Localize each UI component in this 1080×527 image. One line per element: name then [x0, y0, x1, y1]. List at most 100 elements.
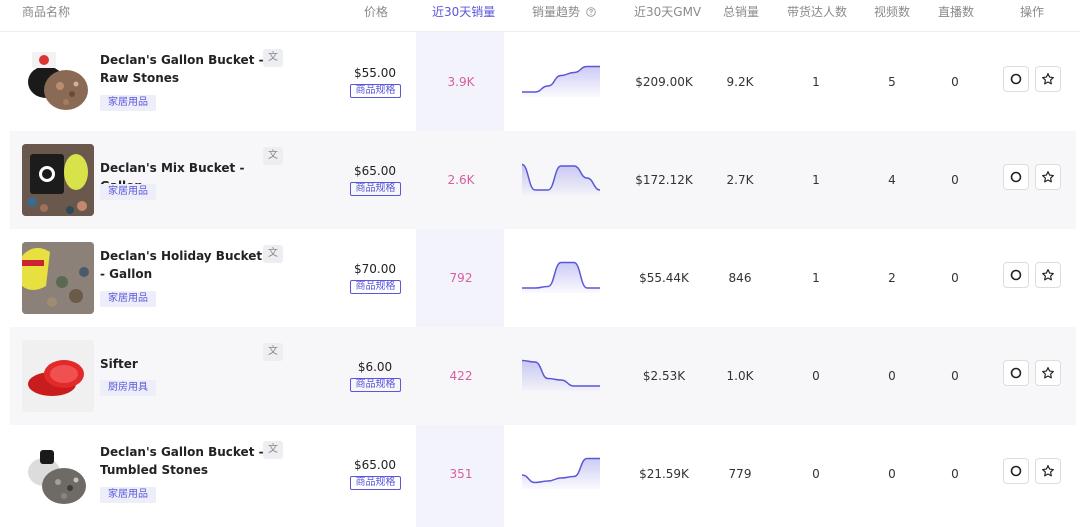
star-icon [1042, 171, 1054, 183]
sales-30d: 792 [449, 271, 473, 285]
total-sales: 2.7K [726, 173, 754, 187]
price: $65.00 [354, 164, 396, 178]
trend-area [522, 262, 600, 293]
header-videos[interactable]: 视频数 [874, 5, 911, 19]
header-total[interactable]: 总销量 [723, 5, 760, 19]
header-trend-label: 销量趋势 [532, 5, 581, 19]
video-count: 5 [888, 75, 896, 89]
circle-icon [1010, 73, 1022, 85]
sales-trend-chart [522, 457, 600, 489]
trend-area [522, 360, 600, 391]
header-gmv30[interactable]: 近30天GMV [634, 5, 702, 19]
sales-trend-chart [522, 65, 600, 97]
product-row[interactable]: Declan's Mix Bucket - Gallon 家居用品 文 $65.… [10, 131, 1076, 229]
total-sales: 9.2K [726, 75, 754, 89]
product-row[interactable]: Declan's Holiday Bucket - Gallon 家居用品 文 … [10, 229, 1076, 327]
product-row[interactable]: Declan's Gallon Bucket - Tumbled Stones … [10, 425, 1076, 523]
live-count: 0 [951, 369, 959, 383]
spec-button[interactable]: 商品规格 [350, 84, 401, 98]
spec-button[interactable]: 商品规格 [350, 378, 401, 392]
star-icon [1042, 367, 1054, 379]
sales-trend-chart [522, 261, 600, 293]
track-button[interactable] [1003, 360, 1029, 386]
translate-icon[interactable]: 文 [263, 343, 283, 361]
gmv-30d: $172.12K [635, 173, 693, 187]
product-thumbnail[interactable] [22, 46, 94, 118]
spec-button[interactable]: 商品规格 [350, 182, 401, 196]
product-name[interactable]: Declan's Gallon Bucket - Raw Stones [100, 53, 264, 85]
favorite-button[interactable] [1035, 262, 1061, 288]
gmv-30d: $209.00K [635, 75, 693, 89]
help-circle-icon[interactable] [586, 7, 596, 17]
price: $70.00 [354, 262, 396, 276]
category-tag: 厨房用具 [100, 380, 156, 396]
favorite-button[interactable] [1035, 360, 1061, 386]
trend-line [522, 457, 600, 484]
header-sales30[interactable]: 近30天销量 [432, 5, 496, 19]
trend-line [522, 163, 600, 191]
product-thumbnail[interactable] [22, 144, 94, 216]
header-price[interactable]: 价格 [364, 5, 389, 19]
favorite-button[interactable] [1035, 458, 1061, 484]
trend-line [522, 65, 600, 93]
trend-line [522, 359, 600, 387]
sales-30d: 351 [449, 467, 473, 481]
category-tag: 家居用品 [100, 95, 156, 111]
spec-button[interactable]: 商品规格 [350, 280, 401, 294]
star-icon [1042, 73, 1054, 85]
favorite-button[interactable] [1035, 164, 1061, 190]
price: $65.00 [354, 458, 396, 472]
track-button[interactable] [1003, 458, 1029, 484]
product-name[interactable]: Sifter [100, 357, 138, 371]
star-icon [1042, 465, 1054, 477]
total-sales: 1.0K [726, 369, 754, 383]
product-thumbnail[interactable] [22, 340, 94, 412]
influencer-count: 0 [812, 467, 820, 481]
sales-30d: 422 [449, 369, 473, 383]
price: $55.00 [354, 66, 396, 80]
sales-trend-chart [522, 163, 600, 195]
track-button[interactable] [1003, 262, 1029, 288]
circle-icon [1010, 171, 1022, 183]
influencer-count: 1 [812, 173, 820, 187]
product-thumbnail[interactable] [22, 242, 94, 314]
circle-icon [1010, 367, 1022, 379]
translate-icon[interactable]: 文 [263, 441, 283, 459]
translate-icon[interactable]: 文 [263, 49, 283, 67]
trend-line [522, 261, 600, 289]
live-count: 0 [951, 173, 959, 187]
sales-column-highlight [416, 30, 504, 527]
sales-30d: 2.6K [447, 173, 475, 187]
influencer-count: 1 [812, 75, 820, 89]
live-count: 0 [951, 75, 959, 89]
circle-icon [1010, 465, 1022, 477]
category-tag: 家居用品 [100, 291, 156, 307]
track-button[interactable] [1003, 66, 1029, 92]
total-sales: 846 [728, 271, 752, 285]
influencer-count: 1 [812, 271, 820, 285]
influencer-count: 0 [812, 369, 820, 383]
product-row[interactable]: Declan's Gallon Bucket - Raw Stones 家居用品… [10, 33, 1076, 131]
header-influencers[interactable]: 带货达人数 [787, 5, 848, 19]
product-row[interactable]: Sifter 厨房用具 文 $6.00 商品规格 422 $2.53K 1.0K… [10, 327, 1076, 425]
track-button[interactable] [1003, 164, 1029, 190]
favorite-button[interactable] [1035, 66, 1061, 92]
circle-icon [1010, 269, 1022, 281]
sales-trend-chart [522, 359, 600, 391]
spec-button[interactable]: 商品规格 [350, 476, 401, 490]
gmv-30d: $21.59K [639, 467, 689, 481]
header-trend: 销量趋势 [532, 0, 596, 24]
translate-icon[interactable]: 文 [263, 245, 283, 263]
sales-30d: 3.9K [447, 75, 475, 89]
category-tag: 家居用品 [100, 487, 156, 503]
header-name[interactable]: 商品名称 [22, 5, 71, 19]
product-name[interactable]: Declan's Gallon Bucket - Tumbled Stones [100, 445, 264, 477]
video-count: 4 [888, 173, 896, 187]
product-thumbnail[interactable] [22, 438, 94, 510]
header-lives[interactable]: 直播数 [938, 5, 975, 19]
video-count: 2 [888, 271, 896, 285]
table-header: 商品名称 价格 近30天销量 销量趋势 近30天GMV 总销量 带货达人数 视频… [0, 0, 1080, 32]
product-name[interactable]: Declan's Holiday Bucket - Gallon [100, 249, 263, 281]
translate-icon[interactable]: 文 [263, 147, 283, 165]
total-sales: 779 [728, 467, 752, 481]
